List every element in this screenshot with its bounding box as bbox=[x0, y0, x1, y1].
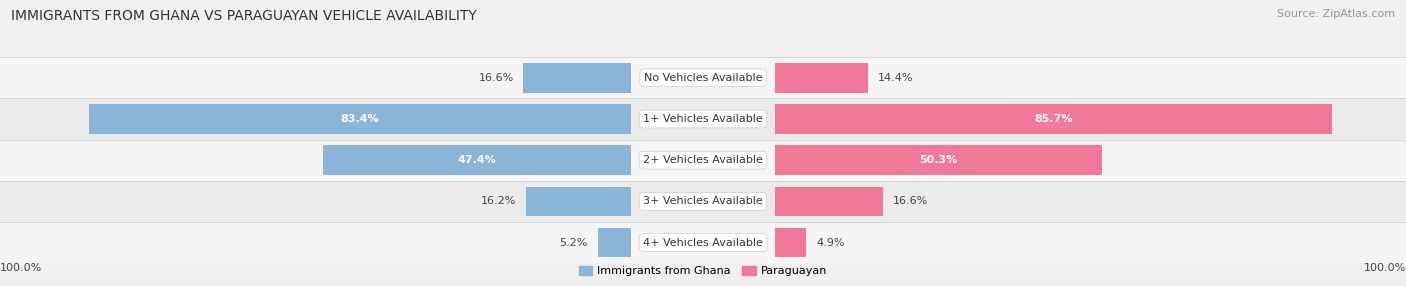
Text: 5.2%: 5.2% bbox=[560, 238, 588, 247]
Text: 83.4%: 83.4% bbox=[340, 114, 380, 124]
Bar bbox=[598, 228, 631, 257]
Text: 1+ Vehicles Available: 1+ Vehicles Available bbox=[643, 114, 763, 124]
Text: 4.9%: 4.9% bbox=[817, 238, 845, 247]
Text: 85.7%: 85.7% bbox=[1035, 114, 1073, 124]
Text: 100.0%: 100.0% bbox=[0, 263, 42, 273]
Bar bbox=[323, 145, 631, 175]
Text: 2+ Vehicles Available: 2+ Vehicles Available bbox=[643, 155, 763, 165]
Text: 100.0%: 100.0% bbox=[1364, 263, 1406, 273]
Text: 47.4%: 47.4% bbox=[458, 155, 496, 165]
Text: 4+ Vehicles Available: 4+ Vehicles Available bbox=[643, 238, 763, 247]
Bar bbox=[775, 186, 883, 216]
Legend: Immigrants from Ghana, Paraguayan: Immigrants from Ghana, Paraguayan bbox=[574, 261, 832, 281]
Bar bbox=[0, 140, 1406, 181]
Text: 16.2%: 16.2% bbox=[481, 196, 516, 206]
Bar bbox=[526, 186, 631, 216]
Bar bbox=[775, 104, 1333, 134]
Text: IMMIGRANTS FROM GHANA VS PARAGUAYAN VEHICLE AVAILABILITY: IMMIGRANTS FROM GHANA VS PARAGUAYAN VEHI… bbox=[11, 9, 477, 23]
Bar bbox=[0, 181, 1406, 222]
Bar bbox=[89, 104, 631, 134]
Text: 14.4%: 14.4% bbox=[879, 73, 914, 83]
Text: Source: ZipAtlas.com: Source: ZipAtlas.com bbox=[1277, 9, 1395, 19]
Bar bbox=[0, 222, 1406, 263]
Text: 50.3%: 50.3% bbox=[920, 155, 957, 165]
Text: 16.6%: 16.6% bbox=[893, 196, 928, 206]
Bar bbox=[775, 228, 807, 257]
Bar bbox=[523, 63, 631, 93]
Bar bbox=[775, 145, 1102, 175]
Text: 16.6%: 16.6% bbox=[478, 73, 513, 83]
Bar bbox=[0, 98, 1406, 140]
Text: No Vehicles Available: No Vehicles Available bbox=[644, 73, 762, 83]
Bar bbox=[775, 63, 869, 93]
Bar bbox=[0, 57, 1406, 98]
Text: 3+ Vehicles Available: 3+ Vehicles Available bbox=[643, 196, 763, 206]
